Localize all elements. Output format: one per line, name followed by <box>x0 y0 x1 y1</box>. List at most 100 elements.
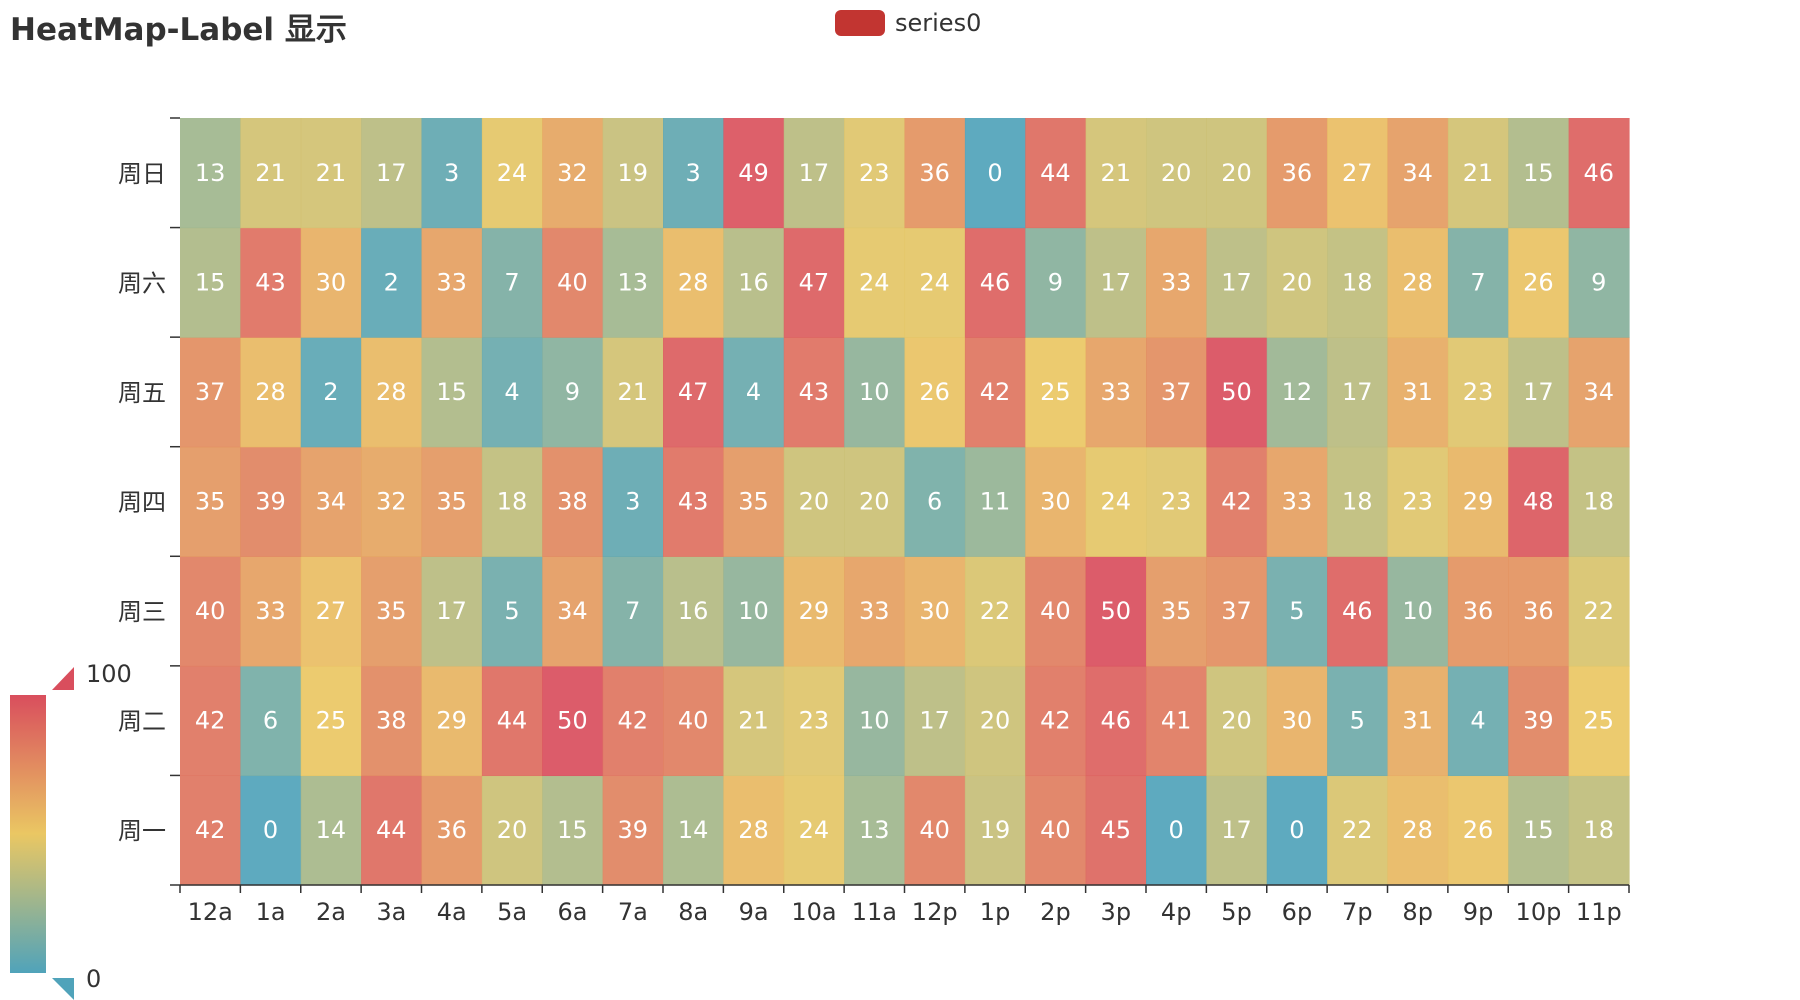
heatmap-cell[interactable] <box>844 556 906 667</box>
heatmap-cell[interactable] <box>663 556 724 667</box>
heatmap-cell[interactable] <box>240 118 302 229</box>
heatmap-cell[interactable] <box>1568 337 1630 448</box>
heatmap-cell[interactable] <box>542 775 604 886</box>
heatmap-cell[interactable] <box>300 446 362 557</box>
heatmap-cell[interactable] <box>240 446 302 557</box>
heatmap-cell[interactable] <box>1508 227 1570 338</box>
heatmap-cell[interactable] <box>421 446 483 557</box>
heatmap-cell[interactable] <box>1387 446 1449 557</box>
heatmap-cell[interactable] <box>1568 665 1630 777</box>
heatmap-cell[interactable] <box>481 556 543 667</box>
heatmap-cell[interactable] <box>1568 775 1630 886</box>
heatmap-cell[interactable] <box>783 446 845 557</box>
heatmap-cell[interactable] <box>964 227 1026 338</box>
heatmap-cell[interactable] <box>542 227 604 338</box>
heatmap-cell[interactable] <box>481 665 543 777</box>
heatmap-cell[interactable] <box>240 556 302 667</box>
heatmap-cell[interactable] <box>1025 775 1087 886</box>
heatmap-cell[interactable] <box>1146 118 1207 229</box>
heatmap-cell[interactable] <box>481 775 543 886</box>
heatmap-cell[interactable] <box>964 775 1026 886</box>
heatmap-cell[interactable] <box>1387 665 1449 777</box>
heatmap-cell[interactable] <box>421 118 483 229</box>
heatmap-cell[interactable] <box>723 775 785 886</box>
heatmap-cell[interactable] <box>663 227 724 338</box>
heatmap-cell[interactable] <box>1146 446 1207 557</box>
heatmap-cell[interactable] <box>1387 337 1449 448</box>
heatmap-cell[interactable] <box>1387 775 1449 886</box>
heatmap-cell[interactable] <box>723 665 785 777</box>
heatmap-cell[interactable] <box>300 118 362 229</box>
heatmap-cell[interactable] <box>602 337 664 448</box>
heatmap-cell[interactable] <box>904 665 966 777</box>
heatmap-cell[interactable] <box>1508 446 1570 557</box>
heatmap-cell[interactable] <box>904 446 966 557</box>
heatmap-cell[interactable] <box>1266 665 1328 777</box>
heatmap-cell[interactable] <box>602 665 664 777</box>
heatmap-cell[interactable] <box>602 775 664 886</box>
heatmap-cell[interactable] <box>964 665 1026 777</box>
heatmap-cell[interactable] <box>783 227 845 338</box>
heatmap-cell[interactable] <box>1568 446 1630 557</box>
heatmap-cell[interactable] <box>1568 556 1630 667</box>
heatmap-cell[interactable] <box>180 665 241 777</box>
heatmap-cell[interactable] <box>844 118 906 229</box>
heatmap-cell[interactable] <box>663 665 724 777</box>
heatmap-cell[interactable] <box>964 337 1026 448</box>
heatmap-cell[interactable] <box>723 556 785 667</box>
heatmap-cell[interactable] <box>1206 446 1268 557</box>
heatmap-cell[interactable] <box>723 118 785 229</box>
heatmap-cell[interactable] <box>421 337 483 448</box>
heatmap-cell[interactable] <box>663 446 724 557</box>
heatmap-cell[interactable] <box>1085 118 1147 229</box>
heatmap-cell[interactable] <box>904 775 966 886</box>
heatmap-cell[interactable] <box>904 118 966 229</box>
heatmap-cell[interactable] <box>300 337 362 448</box>
heatmap-cell[interactable] <box>1206 337 1268 448</box>
heatmap-cell[interactable] <box>481 118 543 229</box>
heatmap-cell[interactable] <box>180 556 241 667</box>
heatmap-cell[interactable] <box>663 775 724 886</box>
heatmap-cell[interactable] <box>1568 227 1630 338</box>
heatmap-cell[interactable] <box>421 556 483 667</box>
heatmap-cell[interactable] <box>783 118 845 229</box>
heatmap-cell[interactable] <box>240 337 302 448</box>
heatmap-cell[interactable] <box>1447 665 1509 777</box>
heatmap-cell[interactable] <box>1146 775 1207 886</box>
heatmap-cell[interactable] <box>361 227 423 338</box>
heatmap-cell[interactable] <box>1025 665 1087 777</box>
heatmap-cell[interactable] <box>1447 556 1509 667</box>
heatmap-cell[interactable] <box>1206 556 1268 667</box>
heatmap-cell[interactable] <box>602 446 664 557</box>
heatmap-cell[interactable] <box>844 227 906 338</box>
heatmap-cell[interactable] <box>1266 775 1328 886</box>
heatmap-cell[interactable] <box>1327 556 1389 667</box>
heatmap-cell[interactable] <box>1085 556 1147 667</box>
heatmap-cell[interactable] <box>1206 775 1268 886</box>
heatmap-cell[interactable] <box>844 665 906 777</box>
visual-map-bar[interactable] <box>10 695 46 973</box>
visual-map-min-handle[interactable] <box>52 978 74 1000</box>
heatmap-cell[interactable] <box>481 446 543 557</box>
heatmap-cell[interactable] <box>1025 446 1087 557</box>
heatmap-cell[interactable] <box>964 446 1026 557</box>
heatmap-cell[interactable] <box>1508 556 1570 667</box>
heatmap-cell[interactable] <box>240 227 302 338</box>
heatmap-cell[interactable] <box>361 337 423 448</box>
heatmap-cell[interactable] <box>1508 665 1570 777</box>
heatmap-cell[interactable] <box>542 665 604 777</box>
heatmap-cell[interactable] <box>1568 118 1630 229</box>
heatmap-cell[interactable] <box>1266 556 1328 667</box>
heatmap-cell[interactable] <box>904 227 966 338</box>
heatmap-cell[interactable] <box>1266 337 1328 448</box>
heatmap-cell[interactable] <box>1206 227 1268 338</box>
heatmap-cell[interactable] <box>1447 118 1509 229</box>
heatmap-cell[interactable] <box>1085 446 1147 557</box>
heatmap-cell[interactable] <box>421 665 483 777</box>
heatmap-cell[interactable] <box>1266 227 1328 338</box>
heatmap-cell[interactable] <box>180 337 241 448</box>
heatmap-cell[interactable] <box>602 118 664 229</box>
heatmap-cell[interactable] <box>1146 227 1207 338</box>
heatmap-cell[interactable] <box>964 556 1026 667</box>
heatmap-cell[interactable] <box>300 227 362 338</box>
